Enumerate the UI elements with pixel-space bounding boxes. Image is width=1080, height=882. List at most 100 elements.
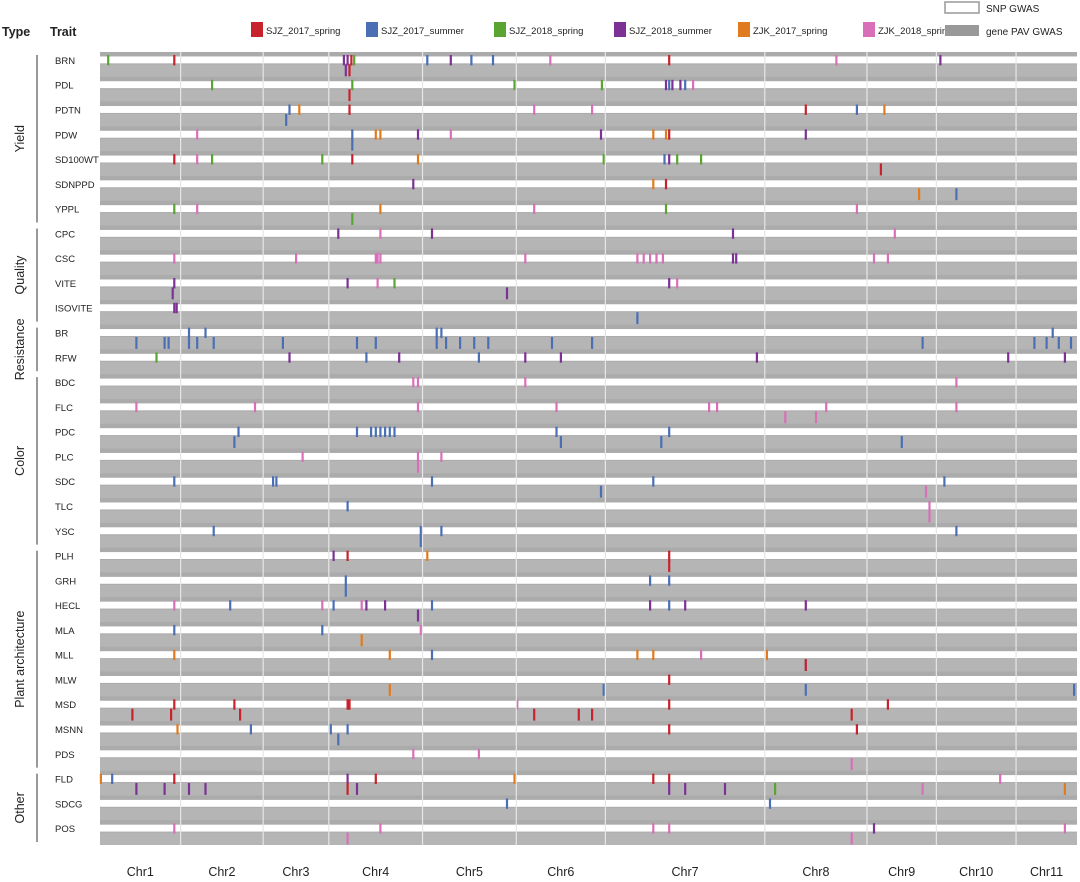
hit-yppl-s-chr2 (196, 203, 199, 215)
hit-plc-p-chr4 (416, 460, 420, 473)
group-label-yield: Yield (13, 125, 27, 152)
hit-hecl-s-chr2 (229, 600, 232, 611)
group-label-plant-architecture: Plant architecture (13, 610, 27, 707)
hit-vite-p-chr1 (171, 287, 174, 300)
snp-track-rfw (100, 353, 1077, 361)
hit-br-s-chr2 (204, 327, 207, 338)
hit-fld-p-chr7 (723, 783, 727, 795)
hit-plh-s-chr4 (332, 550, 335, 561)
hit-grh-p-chr4 (344, 584, 347, 597)
hit-pdl-p-chr4 (348, 89, 351, 102)
hit-brn-s-chr8 (835, 55, 838, 66)
hit-pdtn-s-chr3 (298, 104, 301, 115)
snp-track-pdtn (100, 106, 1077, 113)
hit-pdtn-s-chr6 (591, 104, 594, 115)
hit-bdc-s-chr6 (524, 377, 527, 388)
hit-plh-s-chr4 (346, 550, 349, 561)
hit-pdw-s-chr2 (196, 129, 199, 140)
hit-sd100wt-s-chr7 (663, 154, 666, 165)
legend-track-snp-gwas (944, 1, 980, 14)
hit-fld-p-chr4 (346, 783, 349, 795)
trait-label-pos: POS (55, 824, 75, 835)
hit-sdc-s-chr3 (275, 476, 278, 487)
hit-br-p-chr1 (163, 337, 166, 349)
hit-br-p-chr5 (473, 337, 476, 349)
snp-track-pdw (100, 130, 1077, 138)
hit-pdtn-s-chr8 (804, 104, 807, 115)
hit-vite-s-chr4 (376, 278, 379, 289)
hit-fld-p-chr7 (684, 783, 687, 795)
hit-rfw-s-chr4 (398, 352, 401, 363)
hit-fld-p-chr1 (135, 783, 138, 795)
hit-sdc-s-chr1 (173, 476, 176, 487)
hit-rfw-s-chr11 (1063, 352, 1066, 363)
hit-br-p-chr3 (281, 337, 284, 349)
snp-track-fld (100, 775, 1077, 783)
chr-label-chr7: Chr7 (672, 865, 699, 879)
hit-csc-s-chr7 (649, 253, 652, 264)
hit-hecl-s-chr1 (173, 600, 176, 611)
hit-rfw-s-chr5 (477, 352, 480, 363)
hit-vite-s-chr7 (676, 278, 679, 289)
hit-mll-p-chr8 (804, 659, 807, 671)
chr-label-chr5: Chr5 (456, 865, 483, 879)
trait-label-plc: PLC (55, 452, 74, 463)
hit-ysc-p-chr4 (419, 535, 422, 548)
hit-sdc-p-chr6 (599, 485, 603, 498)
hit-plc-s-chr3 (301, 451, 304, 462)
hit-sdnppd-p-chr9 (918, 188, 921, 201)
hit-plh-s-chr5 (426, 550, 429, 561)
trait-label-plh: PLH (55, 552, 74, 563)
snp-track-csc (100, 254, 1077, 262)
hit-sd100wt-s-chr6 (602, 154, 605, 165)
hit-csc-s-chr7 (735, 253, 738, 264)
hit-pdl-s-chr7 (692, 79, 695, 91)
hit-sd100wt-s-chr7 (676, 154, 679, 165)
hit-pdw-s-chr7 (652, 129, 655, 140)
hit-br-p-chr6 (550, 337, 554, 349)
hit-mll-s-chr7 (700, 649, 703, 661)
hit-csc-s-chr7 (661, 253, 664, 264)
chr-label-chr2: Chr2 (208, 865, 235, 879)
pav-track-mll (100, 659, 1077, 672)
trait-label-mla: MLA (55, 626, 75, 637)
trait-label-bdc: BDC (55, 378, 75, 389)
hit-tlc-s-chr9 (928, 501, 931, 512)
hit-br-p-chr2 (212, 337, 215, 349)
hit-br-p-chr6 (591, 337, 594, 349)
pav-track-tlc (100, 510, 1077, 523)
hit-br-p-chr2 (187, 337, 191, 349)
hit-sd100wt-s-chr4 (416, 154, 420, 165)
hit-pdw-s-chr8 (804, 129, 807, 140)
snp-track-sdnppd (100, 180, 1077, 188)
trait-label-fld: FLD (55, 775, 73, 786)
snp-track-mlw (100, 675, 1077, 683)
hit-pos-s-chr4 (379, 823, 382, 834)
hit-pdc-p-chr2 (233, 436, 236, 448)
hit-rfw-s-chr6 (524, 352, 527, 363)
hit-hecl-s-chr7 (649, 600, 652, 611)
legend-track-label-gene-pav-gwas: gene PAV GWAS (986, 27, 1063, 38)
hit-csc-s-chr7 (731, 253, 735, 264)
hit-marks (99, 55, 1076, 845)
hit-br-p-chr4 (355, 337, 359, 349)
hit-fld-p-chr1 (163, 783, 166, 795)
pav-track-brn (100, 64, 1077, 77)
chr-label-chr6: Chr6 (547, 865, 574, 879)
hit-cpc-s-chr4 (379, 228, 382, 239)
hit-pdw-p-chr4 (351, 138, 354, 151)
hit-plh-s-chr7 (668, 550, 671, 561)
hit-pdw-s-chr4 (374, 129, 377, 140)
trait-label-sdnppd: SDNPPD (55, 180, 95, 191)
hit-msd-p-chr1 (131, 708, 134, 721)
pav-track-grh (100, 584, 1077, 598)
snp-track-ysc (100, 527, 1077, 535)
trait-label-msd: MSD (55, 700, 76, 711)
hit-mlw-p-chr8 (804, 683, 807, 696)
hit-rfw-s-chr4 (365, 352, 368, 363)
pav-track-br (100, 336, 1077, 350)
hit-sdc-p-chr9 (924, 485, 928, 498)
hit-pdc-s-chr4 (388, 426, 391, 438)
trait-label-vite: VITE (55, 279, 76, 290)
